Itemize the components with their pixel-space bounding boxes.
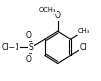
Text: O: O: [26, 31, 32, 40]
Text: Cl−: Cl−: [1, 43, 15, 52]
Text: O: O: [55, 11, 61, 20]
Text: S: S: [29, 43, 33, 52]
Text: Cl: Cl: [12, 43, 19, 52]
Text: Cl: Cl: [80, 43, 87, 52]
Text: CH₃: CH₃: [77, 28, 89, 34]
Text: O: O: [26, 55, 32, 64]
Text: OCH₃: OCH₃: [38, 7, 56, 13]
